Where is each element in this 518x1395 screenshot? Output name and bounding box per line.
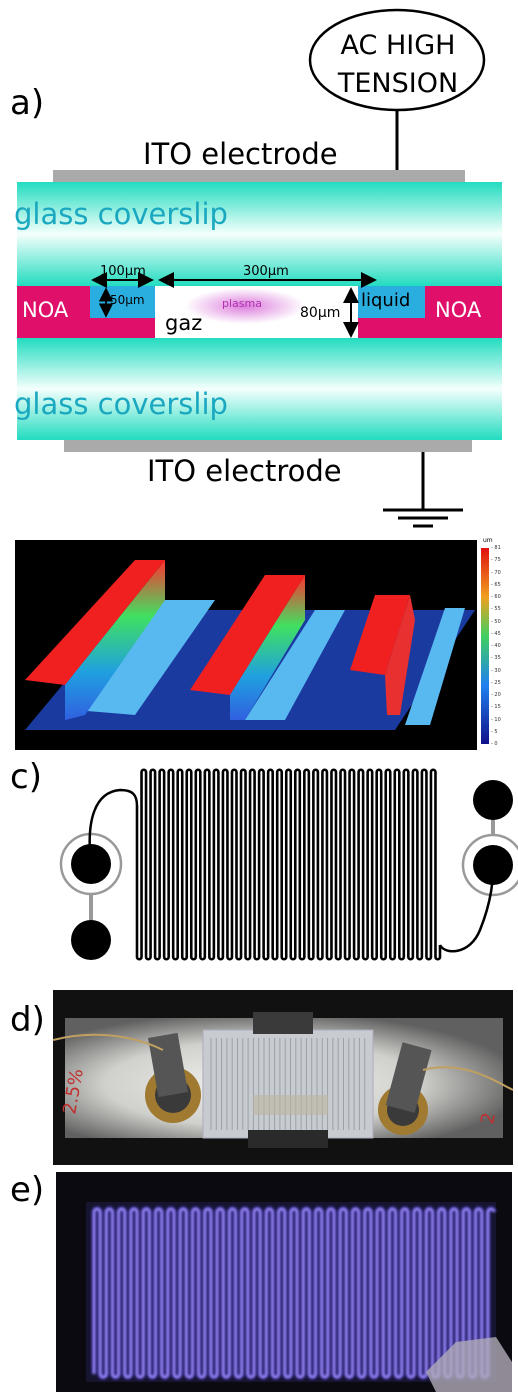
plasma-photo-drawing bbox=[56, 1172, 512, 1392]
colorbar-tick-label: - 10 bbox=[491, 716, 501, 723]
colorbar-tick-label: - 50 bbox=[491, 618, 501, 625]
noa-left-label: NOA bbox=[22, 298, 69, 322]
panel-label-d: d) bbox=[10, 1000, 45, 1040]
colorbar-tick-label: - 81 bbox=[491, 545, 501, 551]
left-connection-channel bbox=[88, 788, 139, 865]
right-connection-channel bbox=[438, 864, 495, 953]
colorbar-tick-label: - 30 bbox=[491, 667, 501, 674]
colorbar-tick-label: - 40 bbox=[491, 643, 501, 649]
colorbar-tick-label: - 55 bbox=[491, 606, 501, 613]
wire-right bbox=[422, 1066, 513, 1091]
reflection-artifact bbox=[426, 1337, 512, 1392]
step-3 bbox=[405, 608, 465, 725]
colorbar-tick-label: - 25 bbox=[491, 679, 501, 686]
profilometry-3d-image: um - 81- 75- 70- 65- 60- 55- 50- 45- 40-… bbox=[15, 537, 505, 750]
colorbar-tick-label: - 20 bbox=[491, 692, 501, 698]
ac-label-line2: TENSION bbox=[337, 68, 459, 99]
colorbar-tick-label: - 60 bbox=[491, 594, 501, 600]
schematic-diagram: AC HIGH TENSION ITO electrode glass cove… bbox=[0, 0, 518, 540]
colorbar-tick-label: - 70 bbox=[491, 569, 501, 576]
colorbar-tick-label: - 65 bbox=[491, 581, 501, 588]
ridge-3-top bbox=[350, 595, 410, 675]
ito-electrode-top bbox=[53, 170, 465, 182]
noa-right-under bbox=[358, 318, 425, 338]
profilometry-render bbox=[25, 540, 505, 750]
noa-right-label: NOA bbox=[435, 298, 482, 322]
ito-top-label: ITO electrode bbox=[143, 137, 338, 171]
noa-left bbox=[17, 286, 90, 338]
glass-coverslip-top bbox=[17, 182, 502, 286]
colorbar-tick-label: - 5 bbox=[491, 728, 498, 735]
gaz-label: gaz bbox=[165, 311, 203, 335]
glass-top-label: glass coverslip bbox=[14, 197, 228, 231]
glass-bottom-label: glass coverslip bbox=[14, 387, 228, 421]
plasma-photo bbox=[56, 1172, 512, 1392]
tape-middle bbox=[253, 1095, 328, 1115]
ridge-2-side bbox=[230, 575, 305, 720]
ridge-1-top bbox=[25, 560, 165, 685]
tape-bottom bbox=[248, 1130, 328, 1148]
plasma-label: plasma bbox=[222, 297, 262, 310]
schematic-drawing bbox=[17, 8, 502, 528]
dim-80-label: 80µm bbox=[300, 305, 341, 321]
noa-right bbox=[425, 286, 502, 338]
colorbar bbox=[481, 548, 489, 744]
left-outlet-dot bbox=[71, 920, 111, 960]
dim-100-label: 100µm bbox=[100, 264, 146, 279]
dim-300-label: 300µm bbox=[243, 264, 289, 279]
liquid-right bbox=[358, 286, 425, 318]
serpentine-channel bbox=[135, 768, 442, 961]
ridge-3-side bbox=[385, 595, 415, 715]
colorbar-tick-label: - 15 bbox=[491, 704, 501, 711]
step-1 bbox=[75, 600, 215, 715]
plasma-glow bbox=[185, 288, 305, 324]
colorbar-tick-label: - 45 bbox=[491, 630, 501, 637]
colorbar-ticks: - 81 - 75 - 70 - 65 - 60 - 55 - 50 - 45 - 40 - 35… bbox=[491, 545, 505, 747]
colorbar-tick-label: - 35 bbox=[491, 655, 501, 662]
colorbar-tick-label: - 0 bbox=[491, 741, 498, 747]
plasma-core-path bbox=[93, 1208, 495, 1378]
ito-bottom-label: ITO electrode bbox=[147, 454, 342, 488]
dim-50-label: 50µm bbox=[110, 293, 145, 307]
ridge-2-top bbox=[190, 575, 305, 695]
panel-label-e: e) bbox=[10, 1170, 45, 1210]
serpentine-drawing bbox=[59, 768, 518, 961]
ito-electrode-bottom bbox=[64, 440, 472, 452]
ac-label-line1: AC HIGH bbox=[340, 30, 456, 61]
colorbar-unit: um bbox=[483, 537, 493, 544]
device-photo: 2.5% 2 bbox=[53, 990, 513, 1165]
handwritten-mark-right: 2 bbox=[477, 1111, 500, 1126]
glass-coverslip-bottom bbox=[17, 338, 502, 440]
step-2 bbox=[245, 610, 345, 720]
left-connector-tube bbox=[148, 1032, 188, 1098]
device-photo-drawing: 2.5% 2 bbox=[53, 990, 513, 1165]
right-top-dot bbox=[473, 780, 513, 820]
right-connector-tube bbox=[385, 1042, 432, 1113]
colorbar-tick-label: - 75 bbox=[491, 557, 501, 564]
chip-channel-lines bbox=[210, 1038, 366, 1130]
serpentine-path bbox=[135, 768, 442, 961]
liquid-label: liquid bbox=[361, 290, 411, 311]
serpentine-design bbox=[0, 760, 518, 985]
ridge-1-side bbox=[65, 560, 165, 720]
wire-left bbox=[53, 1033, 164, 1051]
tape-top bbox=[253, 1012, 313, 1034]
panel-label-c: c) bbox=[10, 757, 42, 797]
plasma-channel-glow bbox=[91, 1206, 497, 1380]
chip-area bbox=[202, 1029, 374, 1139]
noa-left-under bbox=[90, 318, 155, 338]
panel-label-a: a) bbox=[10, 83, 45, 123]
